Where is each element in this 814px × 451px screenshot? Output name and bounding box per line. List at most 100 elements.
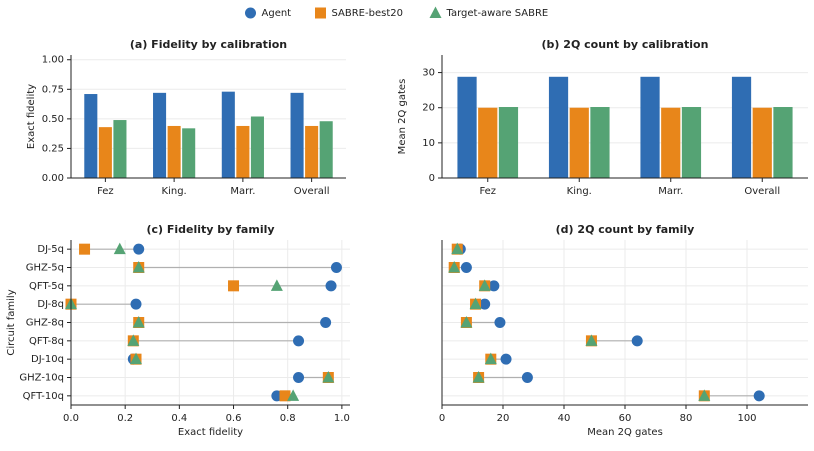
x-tick-label: 100 bbox=[737, 413, 756, 424]
bar bbox=[113, 120, 127, 178]
bar bbox=[319, 121, 333, 178]
bar bbox=[640, 76, 660, 178]
marker-circle bbox=[133, 243, 145, 255]
bar bbox=[98, 127, 112, 178]
panel-title: (b) 2Q count by calibration bbox=[542, 38, 709, 51]
x-tick-label: 60 bbox=[619, 413, 632, 424]
x-tick-label: 80 bbox=[680, 413, 693, 424]
marker-circle bbox=[325, 280, 337, 292]
bar bbox=[478, 107, 498, 178]
legend-label: SABRE-best20 bbox=[332, 8, 403, 19]
marker-triangle bbox=[130, 352, 143, 365]
marker-triangle bbox=[322, 371, 335, 383]
x-tick-label: Fez bbox=[97, 186, 114, 197]
y-tick-label: 20 bbox=[422, 103, 435, 114]
marker-triangle bbox=[460, 316, 473, 328]
x-tick-label: Marr. bbox=[658, 186, 683, 197]
bar bbox=[236, 125, 250, 178]
x-tick-label: 0.6 bbox=[226, 413, 242, 424]
x-tick-label: 0.0 bbox=[63, 413, 79, 424]
marker-circle bbox=[293, 335, 305, 347]
bar bbox=[661, 107, 681, 178]
marker-triangle bbox=[132, 261, 145, 273]
x-tick-label: 1.0 bbox=[334, 413, 350, 424]
legend-label: Target-aware SABRE bbox=[446, 8, 549, 19]
y-tick-label: 0.50 bbox=[42, 114, 64, 125]
bar bbox=[731, 76, 752, 178]
panel-title: (d) 2Q count by family bbox=[556, 223, 695, 236]
y-tick-label: GHZ-5q bbox=[26, 263, 64, 274]
bar bbox=[548, 76, 569, 178]
y-axis-label: Mean 2Q gates bbox=[397, 79, 408, 155]
marker-triangle bbox=[472, 371, 485, 383]
marker-square bbox=[315, 7, 326, 19]
marker-triangle bbox=[478, 279, 491, 291]
bar bbox=[182, 128, 196, 178]
y-tick-label: DJ-8q bbox=[37, 299, 64, 310]
marker-square bbox=[228, 280, 240, 292]
y-tick-label: 0.25 bbox=[42, 143, 64, 154]
x-tick-label: Marr. bbox=[230, 186, 255, 197]
bar bbox=[84, 94, 98, 178]
y-tick-label: 10 bbox=[422, 138, 435, 149]
legend-label: Agent bbox=[262, 8, 292, 19]
marker-circle bbox=[330, 262, 342, 273]
marker-square bbox=[79, 243, 91, 255]
y-tick-label: 0.00 bbox=[42, 173, 64, 184]
y-tick-label: QFT-5q bbox=[29, 281, 64, 292]
bar bbox=[153, 92, 167, 178]
bar bbox=[221, 91, 235, 178]
marker-triangle bbox=[484, 352, 497, 365]
y-tick-label: QFT-10q bbox=[23, 391, 64, 402]
x-tick-label: 40 bbox=[558, 413, 571, 424]
marker-square bbox=[279, 390, 291, 402]
y-tick-label: 30 bbox=[422, 68, 435, 79]
bar bbox=[752, 107, 772, 178]
marker-triangle bbox=[132, 316, 145, 328]
marker-triangle bbox=[429, 6, 442, 18]
marker-triangle bbox=[451, 242, 464, 255]
bar bbox=[305, 125, 319, 178]
marker-circle bbox=[130, 298, 142, 310]
marker-circle bbox=[245, 7, 256, 19]
bar bbox=[681, 107, 702, 178]
panel-title: (a) Fidelity by calibration bbox=[130, 38, 287, 51]
x-tick-label: Fez bbox=[479, 186, 496, 197]
x-tick-label: Overall bbox=[294, 186, 330, 197]
marker-circle bbox=[320, 317, 332, 328]
y-axis-label: Circuit family bbox=[6, 289, 17, 355]
marker-triangle bbox=[127, 334, 140, 346]
marker-circle bbox=[631, 335, 643, 347]
marker-circle bbox=[753, 390, 765, 402]
marker-triangle bbox=[585, 334, 598, 346]
marker-triangle bbox=[448, 261, 461, 273]
y-tick-label: GHZ-8q bbox=[26, 318, 64, 329]
x-tick-label: King. bbox=[162, 186, 187, 197]
panel-title: (c) Fidelity by family bbox=[146, 223, 274, 236]
marker-circle bbox=[500, 353, 512, 365]
bar bbox=[569, 107, 589, 178]
bar bbox=[290, 92, 304, 178]
x-tick-label: 0.2 bbox=[117, 413, 133, 424]
marker-triangle bbox=[113, 242, 126, 255]
bar bbox=[167, 125, 181, 178]
x-tick-label: 0 bbox=[439, 413, 445, 424]
marker-circle bbox=[293, 372, 305, 383]
marker-triangle bbox=[698, 389, 711, 401]
x-tick-label: 0.8 bbox=[280, 413, 296, 424]
x-axis-label: Mean 2Q gates bbox=[587, 427, 663, 438]
x-tick-label: 20 bbox=[497, 413, 510, 424]
x-tick-label: 0.4 bbox=[171, 413, 187, 424]
y-tick-label: QFT-8q bbox=[29, 336, 64, 347]
marker-triangle bbox=[287, 389, 300, 401]
marker-circle bbox=[479, 298, 491, 310]
bar bbox=[457, 76, 477, 178]
marker-triangle bbox=[469, 297, 482, 310]
marker-circle bbox=[488, 280, 500, 292]
y-tick-label: DJ-10q bbox=[31, 354, 64, 365]
bar bbox=[590, 107, 610, 178]
x-axis-label: Exact fidelity bbox=[178, 427, 243, 438]
y-tick-label: DJ-5q bbox=[37, 244, 64, 255]
y-axis-label: Exact fidelity bbox=[26, 84, 37, 149]
